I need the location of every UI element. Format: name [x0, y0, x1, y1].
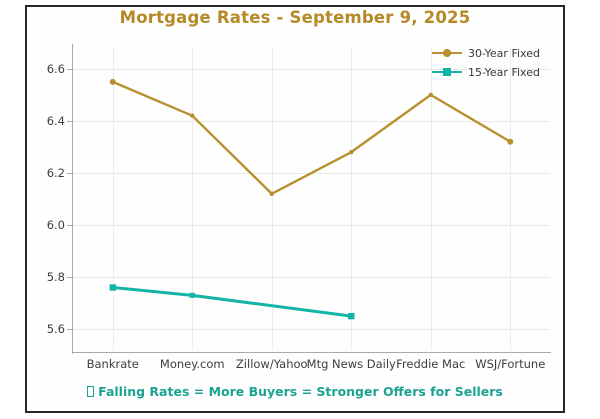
legend-item-15-year-fixed[interactable]: 15-Year Fixed	[432, 63, 552, 81]
legend-swatch-30-year-fixed	[432, 46, 462, 60]
x-gridline	[510, 48, 512, 350]
y-axis-line	[72, 44, 74, 354]
footer-caption: Falling Rates = More Buyers = Stronger O…	[25, 384, 565, 399]
x-tick-label: Bankrate	[86, 357, 139, 371]
x-tick-label: Freddie Mac	[396, 357, 466, 371]
y-gridline	[73, 329, 550, 331]
chart-legend: 30-Year Fixed 15-Year Fixed	[432, 44, 552, 82]
x-tick-label: WSJ/Fortune	[475, 357, 546, 371]
footer-caption-text: Falling Rates = More Buyers = Stronger O…	[98, 384, 503, 399]
y-tick-label: 6.0	[46, 218, 65, 233]
y-tick-mark	[67, 120, 72, 123]
y-tick-label: 6.2	[46, 165, 65, 180]
y-tick-mark	[67, 68, 72, 70]
x-axis-line	[72, 352, 551, 354]
y-tick-mark	[67, 225, 72, 227]
y-tick-label: 6.4	[46, 113, 65, 128]
legend-marker-30-year	[443, 49, 451, 57]
x-tick-label: Zillow/Yahoo	[235, 357, 308, 371]
legend-marker-15-year	[443, 68, 451, 76]
y-gridline	[73, 277, 550, 279]
y-tick-label: 5.8	[46, 270, 65, 285]
x-tick-label: Money.com	[159, 357, 225, 371]
y-gridline	[73, 120, 550, 122]
x-gridline	[112, 48, 114, 350]
x-tick-label: Mtg News Daily	[306, 357, 396, 371]
y-gridline	[73, 68, 550, 70]
y-tick-mark	[67, 172, 72, 175]
legend-label-30-year-fixed: 30-Year Fixed	[468, 46, 540, 60]
x-gridline	[430, 48, 432, 350]
chart-frame-border	[25, 5, 565, 413]
x-gridline	[192, 48, 194, 350]
y-gridline	[73, 225, 550, 227]
legend-label-15-year-fixed: 15-Year Fixed	[468, 65, 540, 79]
y-tick-mark	[67, 329, 72, 331]
y-gridline	[73, 172, 550, 174]
x-gridline	[271, 48, 273, 350]
legend-swatch-15-year-fixed	[432, 65, 462, 79]
plot-area	[73, 48, 550, 350]
y-tick-mark	[67, 277, 72, 279]
x-gridline	[351, 48, 353, 350]
chart-title: Mortgage Rates - September 9, 2025	[119, 8, 471, 27]
legend-item-30-year-fixed[interactable]: 30-Year Fixed	[432, 44, 552, 62]
missing-glyph-box-icon	[87, 386, 95, 397]
y-tick-label: 6.6	[46, 61, 65, 76]
y-tick-label: 5.6	[46, 322, 65, 337]
